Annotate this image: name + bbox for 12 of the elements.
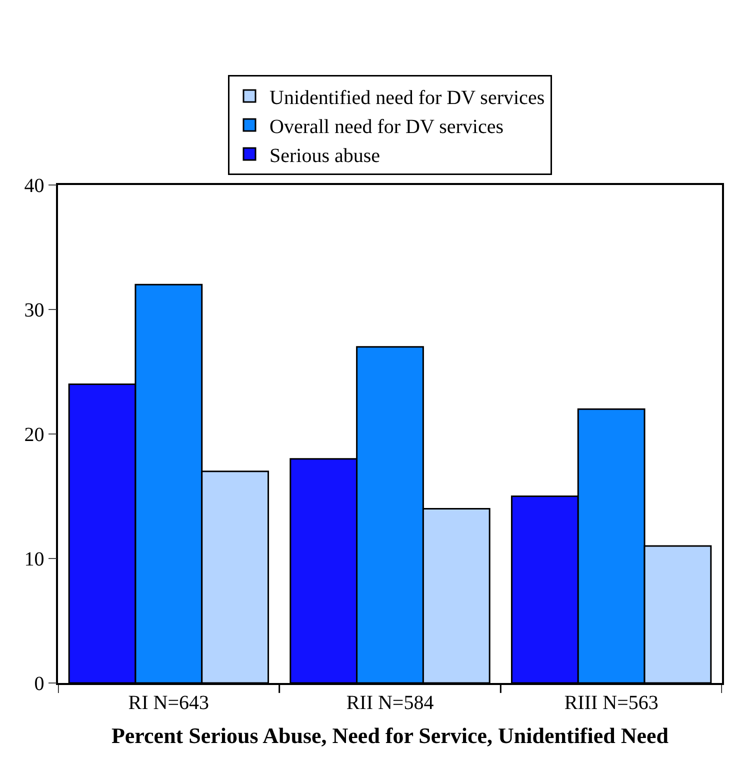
legend-label: Serious abuse [270, 144, 380, 167]
x-tick-label: RIII N=563 [564, 692, 658, 714]
y-tick-label: 0 [34, 673, 44, 695]
x-tick-label: RI N=643 [128, 692, 210, 714]
x-axis-title: Percent Serious Abuse, Need for Service, Unidentified Need [111, 723, 669, 748]
legend-label: Unidentified need for DV services [270, 86, 545, 109]
x-tick-label: RII N=584 [346, 692, 434, 714]
y-tick-label: 20 [24, 424, 44, 446]
y-tick-label: 40 [24, 175, 44, 197]
y-tick-label: 10 [24, 548, 44, 570]
y-tick-label: 30 [24, 300, 44, 322]
legend-label: Overall need for DV services [270, 116, 504, 138]
